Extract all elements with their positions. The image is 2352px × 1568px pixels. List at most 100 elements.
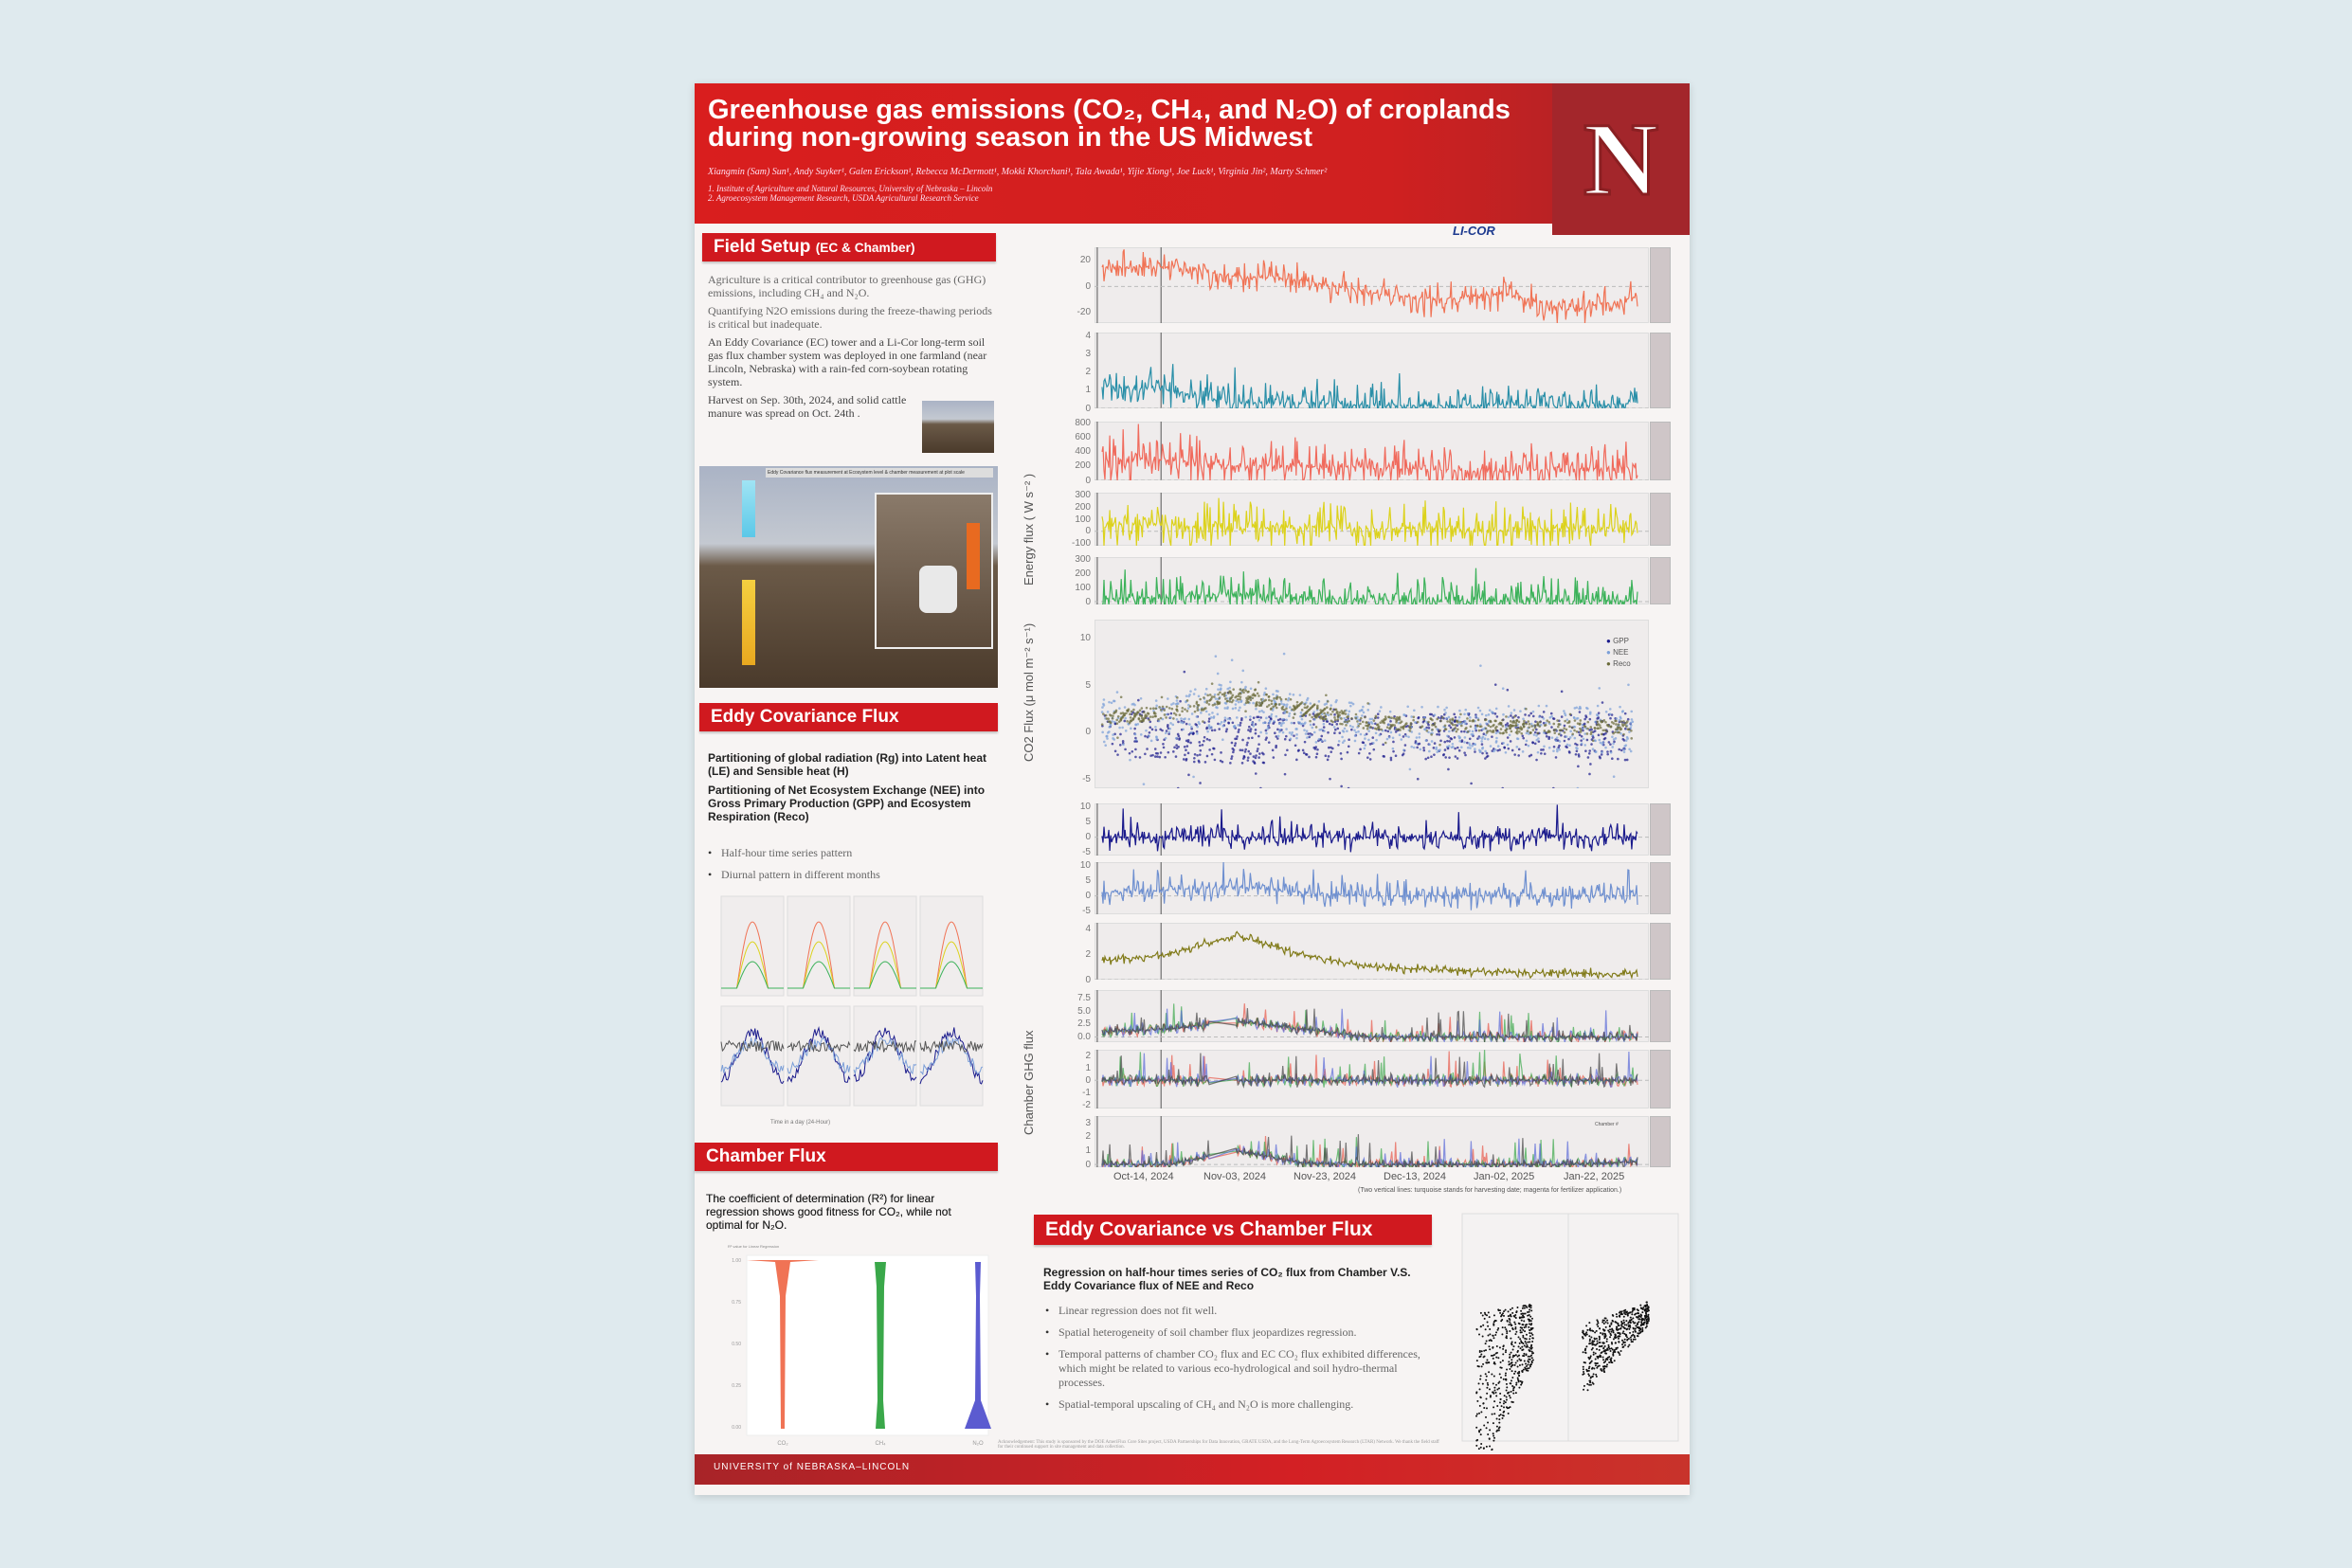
scatter-point [1629,1322,1632,1325]
scatter-point [1529,1347,1532,1350]
scatter-point [1522,1348,1525,1351]
data-point-gpp [1339,751,1343,755]
scatter-point [1485,1407,1488,1410]
data-point-nee [1357,730,1360,733]
data-point-gpp [1302,751,1306,755]
data-point-nee [1362,705,1365,709]
data-point-nee [1264,721,1267,725]
scatter-point [1618,1341,1620,1343]
scatter-point [1482,1402,1485,1405]
data-point-reco [1196,709,1200,712]
data-point-gpp [1324,754,1328,758]
data-point-nee [1226,687,1230,691]
scatter-point [1594,1338,1597,1341]
scatter-point [1509,1330,1511,1333]
diurnal-line [787,1037,851,1074]
data-point-nee [1155,735,1158,738]
data-point-reco [1441,716,1444,719]
data-point-reco [1326,706,1329,710]
data-point-nee [1238,709,1240,712]
ec-flux-text: Partitioning of global radiation (Rg) in… [708,751,997,829]
data-point-gpp [1389,756,1393,760]
scatter-point [1645,1301,1648,1304]
data-point-reco [1145,714,1149,717]
data-point-gpp [1154,751,1158,755]
data-point-reco [1585,732,1589,735]
data-point-nee [1239,706,1241,710]
data-point-nee [1428,749,1431,753]
data-point-nee [1351,726,1354,729]
data-point-reco [1615,728,1618,731]
paragraph: Partitioning of Net Ecosystem Exchange (… [708,784,986,823]
data-point-reco [1321,717,1325,720]
data-point-nee [1594,750,1597,753]
scatter-point [1608,1361,1611,1363]
data-point-gpp [1144,734,1147,738]
scatter-point [1523,1360,1526,1362]
data-point-reco [1514,724,1517,727]
data-point-nee [1400,738,1403,741]
data-point-nee [1251,721,1255,725]
scatter-point [1609,1332,1612,1335]
data-point-reco [1387,715,1390,719]
data-point-nee [1287,698,1290,702]
scatter-point [1589,1381,1592,1384]
scatter-point [1624,1308,1627,1311]
data-point-nee [1281,730,1285,734]
data-point-nee [1428,743,1431,747]
scatter-point [1613,1348,1616,1351]
data-point-gpp [1506,688,1510,692]
diurnal-line [854,961,916,989]
data-point-reco [1509,720,1512,723]
data-point-reco [1254,694,1257,697]
data-point-reco [1614,730,1617,734]
data-point-nee [1285,705,1288,709]
scatter-point [1632,1309,1635,1312]
scatter-point [1606,1319,1609,1322]
data-point-nee [1218,683,1221,687]
scatter-point [1590,1336,1593,1339]
data-point-gpp [1131,749,1134,753]
facet-strip [1650,493,1671,546]
diurnal-line [919,1027,984,1085]
data-point-reco [1116,714,1120,718]
data-point-nee [1295,736,1298,740]
data-point-reco [1517,720,1521,724]
scatter-point [1506,1320,1509,1323]
scatter-point [1619,1332,1621,1335]
series-line [1101,930,1638,980]
data-point-gpp [1577,753,1581,756]
data-point-gpp [1427,727,1431,730]
scatter-point [1493,1321,1495,1324]
scatter-point [1483,1355,1486,1358]
data-point-gpp [1542,711,1546,713]
data-point-reco [1130,719,1132,722]
data-point-reco [1438,743,1441,747]
data-point-gpp [1167,750,1170,754]
scatter-point [1509,1314,1511,1317]
data-point-nee [1484,713,1488,717]
data-point-reco [1181,710,1184,713]
scatter-point [1518,1374,1521,1377]
data-point-nee [1378,710,1382,712]
diurnal-facet [787,895,851,997]
data-point-reco [1571,726,1574,730]
data-point-reco [1244,701,1248,705]
data-point-reco [1557,732,1561,736]
poster: Greenhouse gas emissions (CO₂, CH₄, and … [695,83,1690,1495]
data-point-gpp [1348,738,1350,741]
data-point-gpp [1613,740,1616,744]
data-point-nee [1481,735,1485,739]
scatter-point [1516,1307,1519,1309]
data-point-nee [1300,722,1304,726]
data-point-gpp [1584,714,1587,717]
data-point-nee [1170,703,1173,706]
scatter-point [1522,1324,1525,1326]
data-point-nee [1385,737,1389,741]
field-photo-small [922,401,994,453]
panel-plot [1095,557,1649,604]
scatter-point [1616,1325,1619,1328]
data-point-nee [1203,700,1206,704]
scatter-point [1587,1367,1590,1370]
data-point-nee [1463,741,1466,744]
